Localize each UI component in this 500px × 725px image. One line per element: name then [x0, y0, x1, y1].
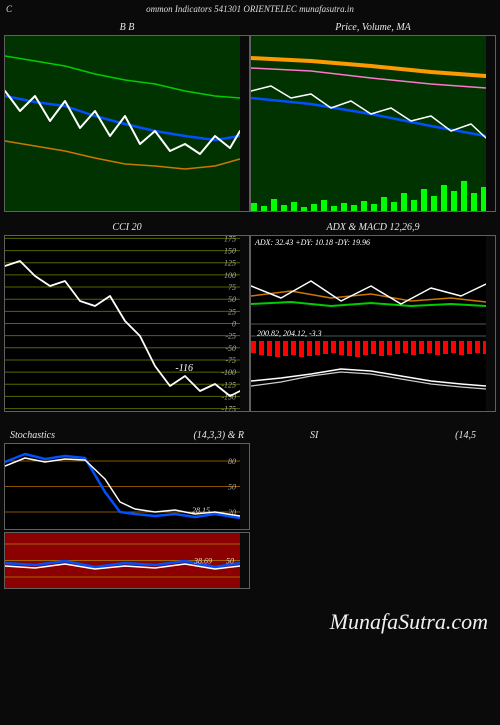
- chart-bb-cell: B B: [4, 16, 250, 212]
- chart-cci-svg: 1751501251007550250-25-50-75-100-125-150…: [5, 236, 240, 411]
- svg-text:-25: -25: [225, 332, 236, 341]
- chart-stoch-cell: Stochastics (14,3,3) & R 80502028.15 38.…: [4, 430, 250, 589]
- svg-text:175: 175: [224, 236, 236, 243]
- chart-bb-svg: [5, 36, 240, 211]
- chart-stoch2-box: 38.69 50: [4, 532, 250, 589]
- watermark-text: MunafaSutra.com: [330, 609, 488, 635]
- chart-bb-title: B B: [4, 16, 250, 35]
- svg-text:-175: -175: [221, 405, 236, 411]
- page-header: C ommon Indicators 541301 ORIENTELEC mun…: [0, 0, 500, 16]
- chart-row-2: CCI 20 175 150 125 100 75 50 25 0 -25 -50 -75 -100 -…: [0, 216, 500, 412]
- adx-info-top: ADX: 32.43 +DY: 10.18 -DY: 19.96: [255, 238, 370, 247]
- rsi-title-right: (14,5: [455, 430, 476, 441]
- chart-adx-svg: [251, 236, 486, 411]
- svg-text:28.15: 28.15: [192, 506, 210, 515]
- svg-text:-125: -125: [221, 380, 236, 389]
- svg-text:25: 25: [228, 307, 236, 316]
- chart-row-3: Stochastics (14,3,3) & R 80502028.15 38.…: [0, 430, 500, 589]
- chart-adx-cell: ADX & MACD 12,26,9 ADX: 32.43 +DY: 10.18…: [250, 216, 496, 412]
- svg-text:50: 50: [228, 483, 236, 492]
- svg-text:150: 150: [224, 247, 236, 256]
- svg-text:50: 50: [228, 295, 236, 304]
- svg-text:38.69: 38.69: [193, 557, 212, 566]
- svg-text:-75: -75: [225, 356, 236, 365]
- chart-bb-box: [4, 35, 250, 212]
- chart-cci-box: 1751501251007550250-25-50-75-100-125-150…: [4, 235, 250, 412]
- chart-stoch-box: 80502028.15: [4, 443, 250, 530]
- chart-cci-cell: CCI 20 175 150 125 100 75 50 25 0 -25 -50 -75 -100 -…: [4, 216, 250, 412]
- header-left-letter: C: [6, 4, 12, 14]
- chart-adx-box: ADX: 32.43 +DY: 10.18 -DY: 19.96 200.82,…: [250, 235, 496, 412]
- chart-rsi-cell: SI (14,5: [250, 430, 496, 589]
- svg-text:-50: -50: [225, 344, 236, 353]
- adx-info-mid: 200.82, 204.12, -3.3: [255, 328, 324, 339]
- rsi-title-left: SI: [310, 430, 318, 441]
- svg-text:100: 100: [224, 271, 236, 280]
- stoch-title-left: Stochastics: [10, 430, 55, 441]
- chart-stoch2-svg: 38.69 50: [5, 533, 240, 588]
- svg-text:-100: -100: [221, 368, 236, 377]
- svg-text:0: 0: [232, 320, 236, 329]
- svg-text:80: 80: [228, 457, 236, 466]
- chart-cci-title: CCI 20: [4, 216, 250, 235]
- chart-price-cell: Price, Volume, MA: [250, 16, 496, 212]
- chart-row-1: B B Price, Volume, MA: [0, 16, 500, 212]
- chart-stoch-svg: 80502028.15: [5, 444, 240, 529]
- chart-stoch-title: Stochastics (14,3,3) & R: [4, 430, 250, 443]
- stoch-title-right: (14,3,3) & R: [193, 430, 244, 441]
- svg-text:125: 125: [224, 259, 236, 268]
- chart-adx-title: ADX & MACD 12,26,9: [250, 216, 496, 235]
- header-title: ommon Indicators 541301 ORIENTELEC munaf…: [146, 4, 354, 14]
- chart-rsi-title: SI (14,5: [250, 430, 496, 443]
- chart-price-box: [250, 35, 496, 212]
- svg-text:-116: -116: [175, 363, 193, 374]
- svg-text:75: 75: [228, 283, 236, 292]
- svg-text:50: 50: [226, 557, 234, 566]
- chart-price-title: Price, Volume, MA: [250, 16, 496, 35]
- chart-price-svg: [251, 36, 486, 211]
